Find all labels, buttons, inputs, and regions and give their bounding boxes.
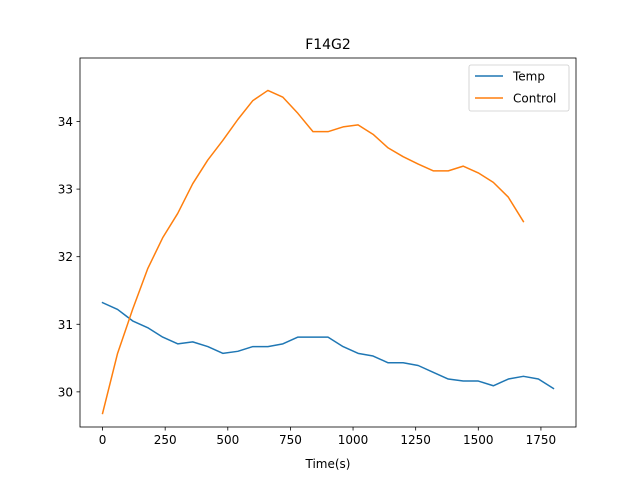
y-tick-label: 30: [58, 385, 73, 399]
x-tick-label: 1750: [526, 433, 557, 447]
series-line-control: [101, 89, 525, 415]
legend-label-control: Control: [513, 92, 556, 106]
series-line-temp: [101, 301, 555, 390]
x-tick-label: 1250: [400, 433, 431, 447]
x-tick-label: 250: [154, 433, 177, 447]
x-tick-label: 750: [279, 433, 302, 447]
y-tick-label: 34: [58, 115, 73, 129]
x-tick-label: 500: [216, 433, 239, 447]
y-tick-label: 33: [58, 183, 73, 197]
axes: 0 250 500 750 1000 1250 1500 1750 30 31 32 33 34: [58, 57, 577, 447]
legend: Temp Control: [468, 64, 570, 112]
chart-title: F14G2: [305, 37, 351, 53]
plot-frame: [79, 57, 577, 428]
x-tick-label: 1000: [338, 433, 369, 447]
y-tick-label: 32: [58, 250, 73, 264]
x-tick-label: 1500: [463, 433, 494, 447]
y-tick-label: 31: [58, 318, 73, 332]
legend-label-temp: Temp: [512, 70, 545, 84]
plot-area: [101, 89, 555, 415]
x-tick-label: 0: [99, 433, 107, 447]
x-axis-label: Time(s): [305, 457, 351, 471]
